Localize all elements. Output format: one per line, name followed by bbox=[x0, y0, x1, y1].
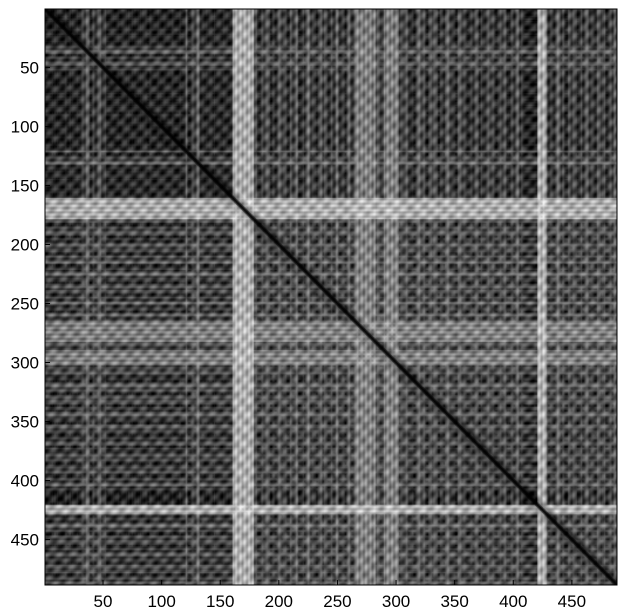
x-tick-label: 250 bbox=[323, 592, 351, 610]
x-tick-label: 300 bbox=[382, 592, 410, 610]
x-tick-label: 50 bbox=[94, 592, 113, 610]
x-tick-label: 450 bbox=[558, 592, 586, 610]
heatmap-image bbox=[45, 9, 617, 585]
y-tick-label: 350 bbox=[11, 413, 39, 432]
y-tick-label: 150 bbox=[11, 176, 39, 195]
x-tick-label: 100 bbox=[147, 592, 175, 610]
y-tick-label: 50 bbox=[20, 58, 39, 77]
y-tick-label: 200 bbox=[11, 235, 39, 254]
y-tick-label: 400 bbox=[11, 472, 39, 491]
y-tick-label: 450 bbox=[11, 531, 39, 550]
plot-area bbox=[45, 9, 617, 585]
plot-frame bbox=[44, 8, 618, 586]
x-tick-label: 400 bbox=[499, 592, 527, 610]
x-tick-label: 150 bbox=[206, 592, 234, 610]
y-tick-label: 100 bbox=[11, 117, 39, 136]
x-tick-label: 350 bbox=[440, 592, 468, 610]
y-axis-ticks: 50 100 150 200 250 300 350 400 450 bbox=[11, 58, 50, 550]
x-axis-ticks: 50 100 150 200 250 300 350 400 450 bbox=[94, 580, 586, 610]
y-tick-label: 300 bbox=[11, 354, 39, 373]
x-tick-label: 200 bbox=[265, 592, 293, 610]
y-tick-label: 250 bbox=[11, 294, 39, 313]
